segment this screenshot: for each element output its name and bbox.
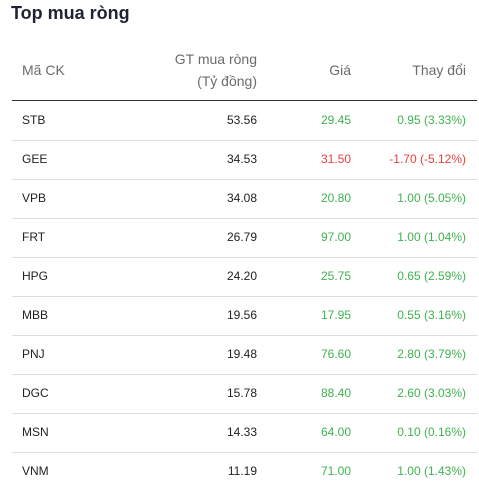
ticker: VNM — [22, 464, 49, 478]
price: 20.80 — [320, 191, 351, 205]
change: 2.80 (3.79%) — [397, 347, 466, 361]
change: 1.00 (1.43%) — [397, 464, 466, 478]
column-header: Giá — [329, 62, 351, 78]
row-divider — [12, 335, 477, 336]
row-divider — [12, 413, 477, 414]
row-divider — [12, 140, 477, 141]
net-buy-value: 19.56 — [226, 308, 257, 322]
price: 17.95 — [320, 308, 351, 322]
change: 0.10 (0.16%) — [397, 425, 466, 439]
price: 97.00 — [320, 230, 351, 244]
ticker: MBB — [22, 308, 49, 322]
ticker: GEE — [22, 152, 48, 166]
net-buy-value: 26.79 — [226, 230, 257, 244]
column-header: (Tỷ đồng) — [197, 73, 257, 89]
ticker: STB — [22, 113, 46, 127]
row-divider — [12, 374, 477, 375]
change: 0.65 (2.59%) — [397, 269, 466, 283]
change: -1.70 (-5.12%) — [389, 152, 466, 166]
net-buy-value: 11.19 — [227, 464, 257, 478]
row-divider — [12, 179, 477, 180]
price: 29.45 — [320, 113, 351, 127]
ticker: VPB — [22, 191, 47, 205]
row-divider — [12, 296, 477, 297]
row-divider — [12, 452, 477, 453]
change: 0.55 (3.16%) — [397, 308, 466, 322]
header-divider — [12, 100, 477, 101]
change: 2.60 (3.03%) — [397, 386, 466, 400]
net-buy-value: 34.53 — [226, 152, 257, 166]
ticker: PNJ — [22, 347, 45, 361]
net-buy-value: 19.48 — [226, 347, 257, 361]
change: 0.95 (3.33%) — [397, 113, 466, 127]
ticker: MSN — [22, 425, 49, 439]
price: 64.00 — [320, 425, 351, 439]
ticker: DGC — [22, 386, 49, 400]
column-header: GT mua ròng — [174, 51, 257, 67]
column-header: Thay đổi — [412, 62, 466, 78]
ticker: FRT — [22, 230, 46, 244]
row-divider — [12, 218, 477, 219]
price: 71.00 — [320, 464, 351, 478]
price: 76.60 — [320, 347, 351, 361]
price: 88.40 — [320, 386, 351, 400]
title: Top mua ròng — [11, 3, 130, 23]
price: 25.75 — [320, 269, 351, 283]
net-buy-value: 15.78 — [226, 386, 257, 400]
net-buy-value: 24.20 — [226, 269, 257, 283]
column-header: Mã CK — [22, 62, 65, 78]
ticker: HPG — [22, 269, 49, 283]
price: 31.50 — [320, 152, 351, 166]
net-buy-value: 14.33 — [226, 425, 257, 439]
net-buy-value: 34.08 — [226, 191, 257, 205]
change: 1.00 (1.04%) — [397, 230, 466, 244]
change: 1.00 (5.05%) — [397, 191, 466, 205]
net-buy-value: 53.56 — [226, 113, 257, 127]
row-divider — [12, 257, 477, 258]
